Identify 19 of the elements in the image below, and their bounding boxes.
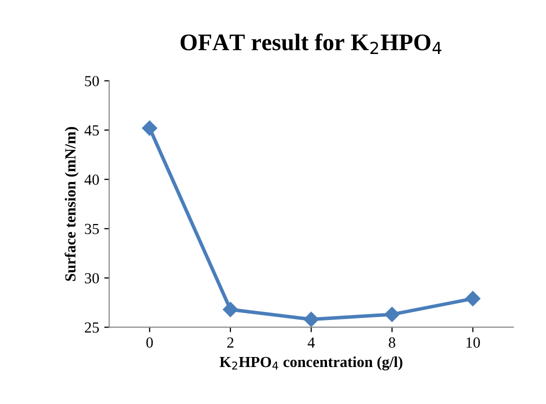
y-tick-label: 25 xyxy=(84,322,99,333)
chart-title: OFAT result for K$_{2}$HPO$_{4}$ xyxy=(180,33,442,54)
x-tick-label: 8 xyxy=(388,337,396,348)
y-tick-label: 45 xyxy=(84,125,99,136)
point xyxy=(384,306,400,322)
x-tick-label: 4 xyxy=(308,338,315,348)
x-tick-label: 2 xyxy=(227,337,234,348)
y-tick-label: 40 xyxy=(84,174,99,185)
point xyxy=(465,291,480,306)
y-tick-label: 30 xyxy=(84,273,99,284)
x-tick-label: 0 xyxy=(146,337,153,348)
y-tick-label: 50 xyxy=(85,76,99,86)
y-tick-label: 35 xyxy=(84,224,99,234)
x-axis-title: K$_{2}$HPO$_{4}$ concentration (g/l) xyxy=(220,356,402,370)
point xyxy=(222,302,238,318)
y-axis-title: Surface tension (mN/m) xyxy=(64,127,79,281)
point xyxy=(142,120,158,136)
point xyxy=(304,312,319,327)
x-tick-label: 10 xyxy=(466,337,480,348)
